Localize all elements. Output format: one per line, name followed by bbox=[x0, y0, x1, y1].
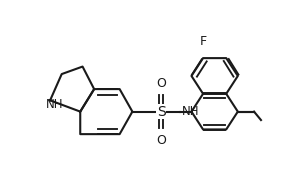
Text: F: F bbox=[199, 35, 207, 48]
Text: NH: NH bbox=[182, 105, 200, 119]
Text: S: S bbox=[157, 105, 166, 119]
Text: NH: NH bbox=[46, 98, 64, 111]
Text: O: O bbox=[156, 134, 166, 147]
Text: O: O bbox=[156, 77, 166, 90]
